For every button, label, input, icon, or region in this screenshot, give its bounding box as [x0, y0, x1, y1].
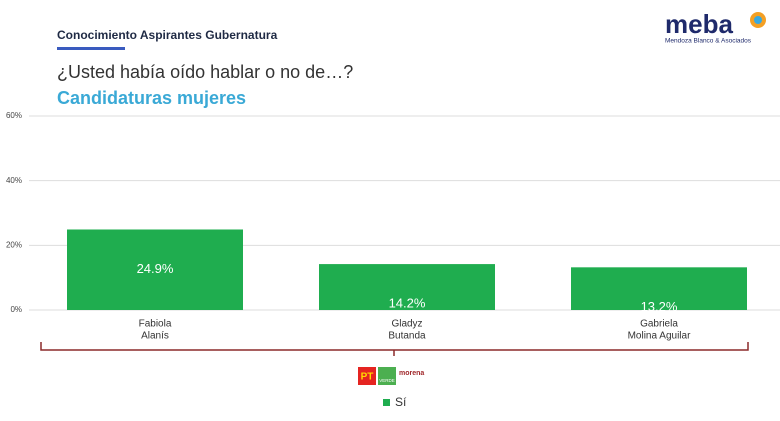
x-tick-label: Butanda — [388, 331, 426, 342]
legend-swatch — [383, 399, 390, 406]
logo-icon — [754, 16, 762, 24]
party-label: morena — [399, 370, 424, 377]
x-tick-label: Gabriela — [640, 319, 678, 330]
bracket — [40, 342, 749, 351]
party-logo — [358, 367, 376, 385]
logo-tagline: Mendoza Blanco & Asociados — [665, 38, 752, 45]
y-tick-label: 60% — [6, 111, 22, 120]
bar — [571, 267, 747, 310]
x-tick-label: Gladyz — [391, 319, 422, 330]
x-tick-label: Alanís — [141, 331, 169, 342]
party-label: VERDE — [379, 378, 395, 383]
x-tick-label: Fabiola — [139, 319, 172, 330]
value-label: 24.9% — [137, 261, 174, 276]
question: ¿Usted había oído hablar o no de…? — [57, 62, 353, 82]
value-label: 14.2% — [389, 296, 426, 311]
bar — [319, 264, 495, 310]
party-logo — [378, 367, 396, 385]
value-label: 13.2% — [641, 299, 678, 314]
legend-label: Sí — [395, 395, 407, 409]
y-tick-label: 20% — [6, 240, 22, 249]
x-tick-label: Molina Aguilar — [628, 331, 691, 342]
section-underline — [57, 47, 125, 50]
party-label: PT — [361, 372, 374, 383]
y-tick-label: 40% — [6, 176, 22, 185]
bar — [67, 229, 243, 310]
subtitle: Candidaturas mujeres — [57, 88, 246, 108]
logo-name: meba — [665, 9, 733, 39]
y-tick-label: 0% — [10, 305, 22, 314]
section-title: Conocimiento Aspirantes Gubernatura — [57, 28, 278, 42]
